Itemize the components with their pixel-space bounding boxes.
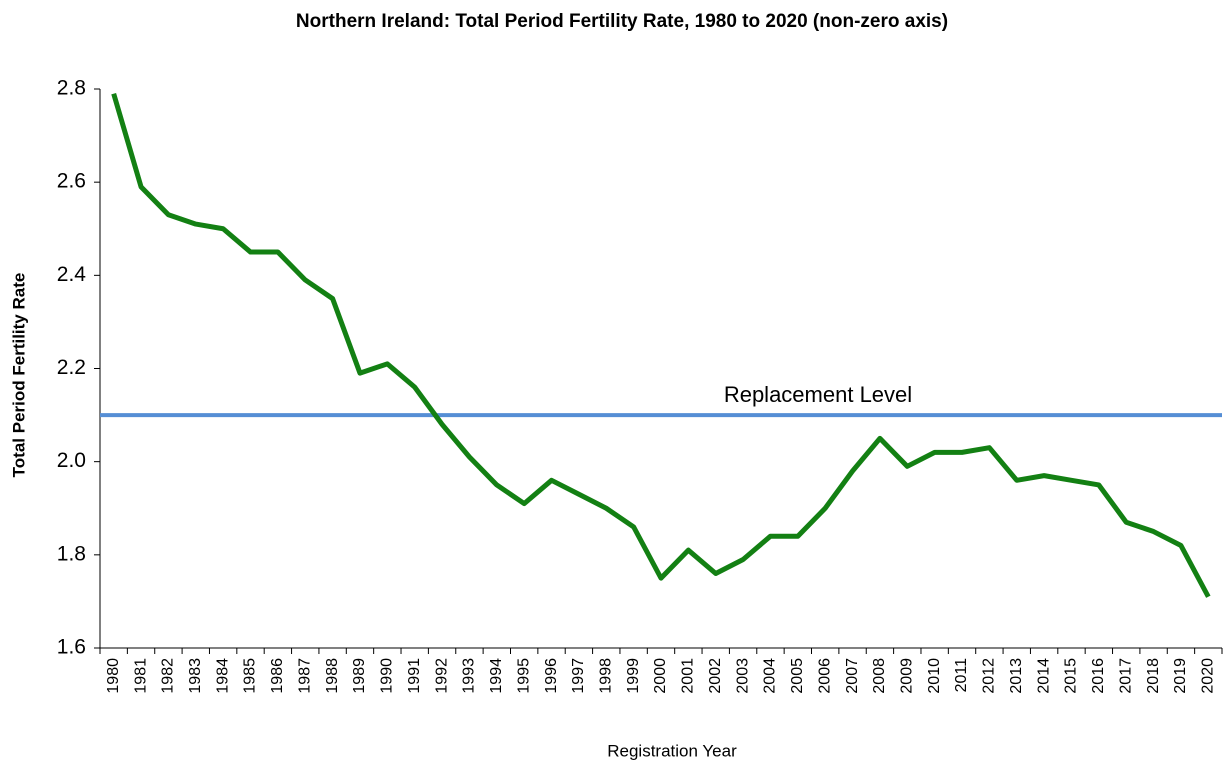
x-tick-label: 1984 bbox=[214, 658, 231, 694]
x-tick-label: 1987 bbox=[296, 658, 313, 694]
x-tick-label: 1988 bbox=[324, 658, 341, 694]
x-tick-label: 1981 bbox=[132, 658, 149, 694]
y-tick-label: 1.8 bbox=[57, 542, 86, 565]
x-tick-label: 2009 bbox=[899, 658, 916, 694]
x-tick-label: 1986 bbox=[269, 658, 286, 694]
reference-label: Replacement Level bbox=[724, 382, 912, 407]
y-tick-label: 2.4 bbox=[57, 263, 87, 286]
x-tick-label: 1999 bbox=[625, 658, 642, 694]
data-line bbox=[111, 92, 1211, 598]
x-tick-label: 1989 bbox=[351, 658, 368, 694]
x-tick-label: 2001 bbox=[680, 658, 697, 694]
x-tick-label: 2006 bbox=[816, 658, 833, 694]
y-tick-label: 2.2 bbox=[57, 356, 86, 379]
y-tick-label: 2.0 bbox=[57, 449, 86, 472]
x-tick-label: 1994 bbox=[488, 658, 505, 694]
y-axis-title: Total Period Fertility Rate bbox=[9, 273, 28, 478]
x-tick-label: 1982 bbox=[160, 658, 177, 694]
x-tick-label: 1983 bbox=[187, 658, 204, 694]
x-tick-label: 1997 bbox=[570, 658, 587, 694]
x-tick-label: 2012 bbox=[981, 658, 998, 694]
x-tick-label: 1995 bbox=[515, 658, 532, 694]
x-tick-label: 1992 bbox=[433, 658, 450, 694]
x-tick-label: 2011 bbox=[953, 658, 970, 693]
x-tick-label: 1980 bbox=[105, 658, 122, 694]
x-axis-title: Registration Year bbox=[607, 741, 737, 760]
x-tick-label: 2016 bbox=[1090, 658, 1107, 694]
x-tick-label: 2007 bbox=[844, 658, 861, 694]
x-tick-label: 1991 bbox=[406, 658, 423, 694]
x-tick-label: 2008 bbox=[871, 658, 888, 694]
x-tick-label: 2005 bbox=[789, 658, 806, 694]
x-tick-label: 2014 bbox=[1035, 658, 1052, 694]
chart-title: Northern Ireland: Total Period Fertility… bbox=[296, 11, 948, 32]
x-tick-label: 2015 bbox=[1063, 658, 1080, 694]
x-tick-label: 2004 bbox=[762, 658, 779, 694]
x-tick-label: 2020 bbox=[1200, 658, 1217, 694]
x-tick-label: 1998 bbox=[597, 658, 614, 694]
x-tick-label: 1985 bbox=[242, 658, 259, 694]
y-tick-label: 2.8 bbox=[57, 77, 86, 100]
x-tick-label: 2000 bbox=[652, 658, 669, 694]
x-tick-label: 2017 bbox=[1117, 658, 1134, 694]
y-tick-label: 2.6 bbox=[57, 170, 86, 193]
x-tick-label: 2019 bbox=[1172, 658, 1189, 694]
x-tick-label: 2010 bbox=[926, 658, 943, 694]
x-tick-label: 2002 bbox=[707, 658, 724, 694]
x-tick-label: 2018 bbox=[1145, 658, 1162, 694]
x-tick-label: 1990 bbox=[379, 658, 396, 694]
x-tick-label: 2003 bbox=[734, 658, 751, 694]
y-tick-label: 1.6 bbox=[57, 636, 86, 659]
x-tick-label: 2013 bbox=[1008, 658, 1025, 694]
x-tick-label: 1993 bbox=[461, 658, 478, 694]
x-tick-label: 1996 bbox=[543, 658, 560, 694]
